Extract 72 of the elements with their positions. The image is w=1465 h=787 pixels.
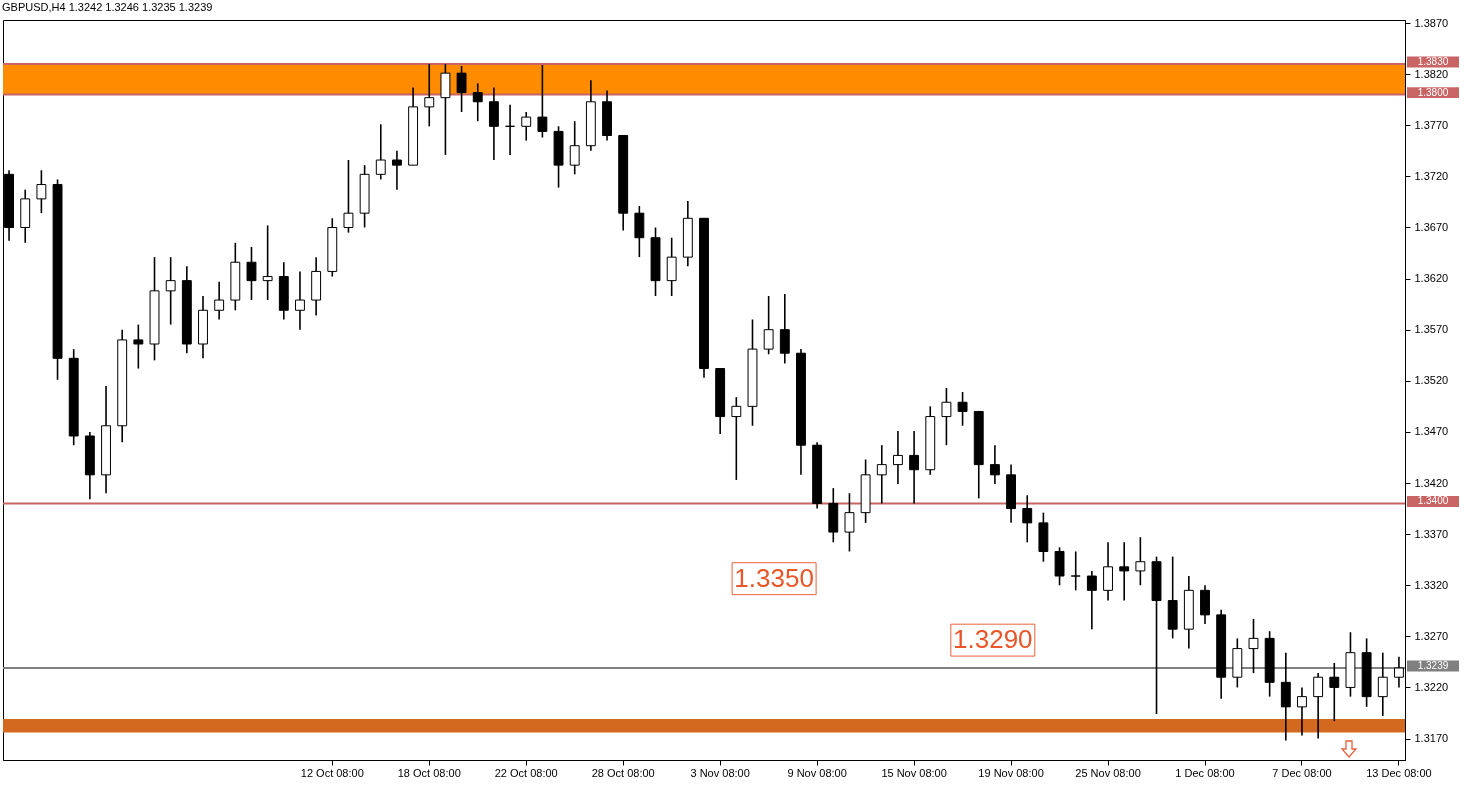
x-tick-label: 13 Dec 08:00 bbox=[1366, 766, 1432, 779]
y-tick-label: 1.3720 bbox=[1414, 169, 1449, 182]
chart-title: GBPUSD,H4 1.3242 1.3246 1.3235 1.3239 bbox=[2, 1, 213, 14]
annotation: 1.3350 bbox=[734, 562, 814, 593]
candlestick bbox=[763, 295, 774, 356]
y-tick-label: 1.3220 bbox=[1414, 680, 1449, 693]
y-tick-label: 1.3470 bbox=[1414, 425, 1449, 438]
candlestick bbox=[1329, 662, 1340, 722]
y-tick-label: 1.3670 bbox=[1414, 220, 1449, 233]
candlestick bbox=[295, 270, 305, 331]
candlestick bbox=[375, 123, 386, 181]
candlestick bbox=[521, 111, 532, 142]
candlestick bbox=[666, 236, 677, 297]
candlestick bbox=[892, 430, 903, 485]
candlestick bbox=[779, 293, 790, 365]
x-tick-label: 1 Dec 08:00 bbox=[1175, 766, 1235, 779]
x-tick-label: 28 Oct 08:00 bbox=[591, 766, 655, 779]
candlestick bbox=[731, 396, 742, 481]
x-tick-label: 22 Oct 08:00 bbox=[494, 766, 558, 779]
y-tick-label: 1.3820 bbox=[1414, 67, 1449, 80]
candlestick bbox=[133, 323, 144, 370]
y-tick-label: 1.3170 bbox=[1414, 732, 1449, 745]
x-tick-label: 7 Dec 08:00 bbox=[1272, 766, 1332, 779]
candlestick bbox=[1248, 618, 1259, 674]
ref-line-label: 1.3830 bbox=[1417, 55, 1449, 67]
candlestick bbox=[343, 159, 354, 234]
candlestick bbox=[165, 256, 176, 326]
y-tick-label: 1.3520 bbox=[1414, 374, 1449, 387]
y-tick-label: 1.3620 bbox=[1414, 272, 1449, 285]
y-tick-label: 1.3770 bbox=[1414, 118, 1449, 131]
x-tick-label: 19 Nov 08:00 bbox=[978, 766, 1044, 779]
candlestick bbox=[1297, 686, 1307, 737]
y-tick-label: 1.3320 bbox=[1414, 578, 1449, 591]
x-tick-label: 12 Oct 08:00 bbox=[300, 766, 364, 779]
candlestick bbox=[876, 444, 887, 505]
ref-line-label: 1.3239 bbox=[1417, 660, 1449, 672]
candlestick bbox=[844, 492, 855, 553]
x-tick-label: 15 Nov 08:00 bbox=[881, 766, 947, 779]
candlestick bbox=[1377, 651, 1388, 717]
candlestick bbox=[1086, 570, 1097, 630]
candlestick bbox=[941, 387, 952, 446]
candlestick bbox=[1119, 541, 1130, 602]
annotation: 1.3290 bbox=[953, 624, 1033, 655]
candlestick bbox=[1135, 536, 1146, 587]
candlestick bbox=[537, 64, 548, 139]
candlestick bbox=[1022, 494, 1033, 544]
y-tick-label: 1.3570 bbox=[1414, 323, 1449, 336]
candlestick bbox=[424, 63, 435, 128]
candlestick bbox=[1313, 672, 1324, 740]
ref-line-label: 1.3400 bbox=[1417, 495, 1449, 507]
x-tick-label: 25 Nov 08:00 bbox=[1075, 766, 1141, 779]
candlestick bbox=[1070, 550, 1081, 592]
candlestick bbox=[1103, 541, 1113, 602]
candlestick bbox=[214, 280, 225, 321]
x-tick-label: 3 Nov 08:00 bbox=[690, 766, 750, 779]
candlestick bbox=[391, 150, 402, 191]
candlestick bbox=[246, 246, 257, 301]
candlestick bbox=[456, 65, 467, 113]
candlestick bbox=[957, 391, 968, 427]
y-tick-label: 1.3420 bbox=[1414, 476, 1449, 489]
candlestick bbox=[909, 430, 920, 505]
ref-line-label: 1.3800 bbox=[1417, 86, 1449, 98]
candlestick bbox=[569, 120, 580, 176]
x-tick-label: 18 Oct 08:00 bbox=[397, 766, 461, 779]
candlestick bbox=[262, 224, 273, 301]
candlestick bbox=[989, 444, 1000, 485]
y-tick-label: 1.3870 bbox=[1414, 16, 1449, 29]
candlestick bbox=[472, 82, 483, 122]
y-tick-label: 1.3270 bbox=[1414, 629, 1449, 642]
x-tick-label: 9 Nov 08:00 bbox=[787, 766, 847, 779]
y-tick-label: 1.3370 bbox=[1414, 527, 1449, 540]
candlestick bbox=[36, 169, 47, 214]
